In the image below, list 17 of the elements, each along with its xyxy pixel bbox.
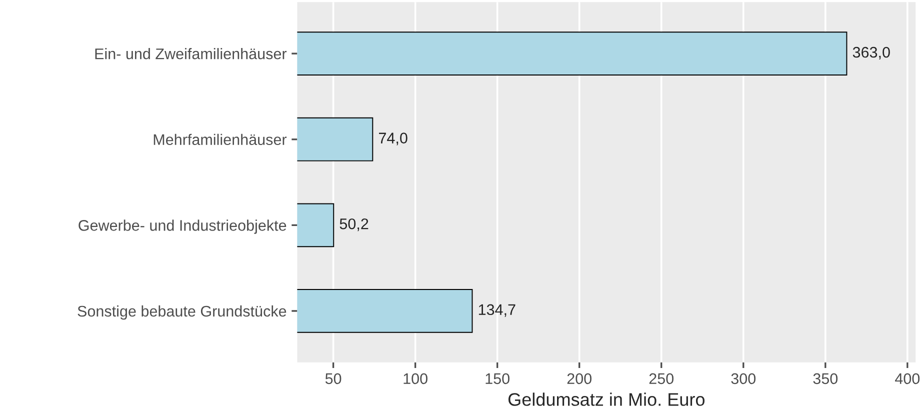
y-tick-label: Sonstige bebaute Grundstücke: [78, 305, 286, 320]
x-tick-label: 250: [649, 373, 674, 384]
data-label: 50,2: [340, 218, 368, 232]
data-label: 74,0: [379, 132, 408, 146]
x-tick-label: 200: [567, 373, 592, 384]
x-tick-label: 50: [325, 373, 342, 384]
x-axis-title: Geldumsatz in Mio. Euro: [508, 392, 704, 406]
x-tick-label: 300: [731, 373, 756, 384]
y-tick-label: Ein- und Zweifamilienhäuser: [95, 48, 287, 60]
x-tick-label: 400: [895, 373, 920, 384]
x-tick-label: 150: [486, 373, 510, 384]
y-tick-label: Gewerbe- und Industrieobjekte: [78, 220, 286, 234]
data-label: 363,0: [852, 46, 890, 60]
x-tick-label: 100: [404, 373, 428, 384]
y-tick-label: Mehrfamilienhäuser: [154, 134, 287, 146]
x-tick-label: 350: [813, 373, 838, 384]
data-label: 134,7: [478, 304, 516, 317]
